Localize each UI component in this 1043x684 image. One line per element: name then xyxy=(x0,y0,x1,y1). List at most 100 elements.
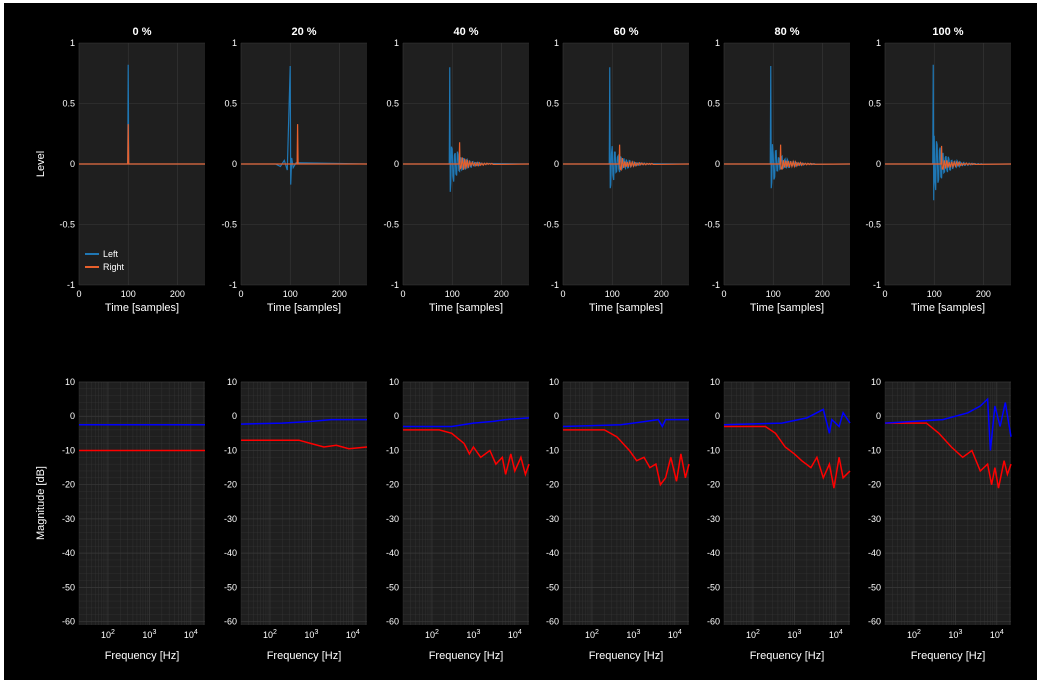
ir-xtick-label: 200 xyxy=(815,289,830,299)
left-magnitude-curve xyxy=(723,408,851,434)
ir-ytick-label: 1 xyxy=(876,38,881,48)
mag-ytick-label: 10 xyxy=(710,377,720,387)
mag-ytick-label: 0 xyxy=(70,411,75,421)
mag-ylabel: Magnitude [dB] xyxy=(35,466,47,540)
mag-xtick-label: 103 xyxy=(304,629,318,640)
panel-title: 40 % xyxy=(453,26,478,38)
ir-xtick-label: 0 xyxy=(238,289,243,299)
ir-ytick-label: 1 xyxy=(394,38,399,48)
mag-xtick-exponent: 2 xyxy=(917,629,921,636)
ir-xtick-label: 200 xyxy=(654,289,669,299)
mag-xtick-label: 103 xyxy=(466,629,480,640)
right-ir-trace xyxy=(403,142,530,171)
mag-xtick-exponent: 2 xyxy=(595,629,599,636)
mag-ytick-label: -50 xyxy=(224,582,237,592)
mag-xtick-exponent: 2 xyxy=(111,629,115,636)
mag-xtick-exponent: 2 xyxy=(273,629,277,636)
mag-axes-panel xyxy=(724,382,850,625)
ir-ytick-label: -0.5 xyxy=(865,220,881,230)
mag-ytick-label: 0 xyxy=(232,411,237,421)
mag-ytick-label: 10 xyxy=(227,377,237,387)
right-ir-trace xyxy=(241,124,367,165)
mag-ytick-label: -50 xyxy=(62,582,75,592)
mag-ytick-label: 10 xyxy=(549,377,559,387)
ir-xtick-label: 200 xyxy=(332,289,347,299)
ir-xlabel: Time [samples] xyxy=(750,302,824,314)
mag-xtick-base: 10 xyxy=(142,630,152,640)
mag-xtick-exponent: 2 xyxy=(756,629,760,636)
mag-xtick-label: 102 xyxy=(585,629,599,640)
ir-ytick-label: -1 xyxy=(229,280,237,290)
ir-ytick-label: -1 xyxy=(391,280,399,290)
mag-ytick-label: -40 xyxy=(386,548,399,558)
ir-ytick-label: 0 xyxy=(232,159,237,169)
ir-xtick-label: 200 xyxy=(494,289,509,299)
mag-ytick-label: 10 xyxy=(65,377,75,387)
left-ir-trace xyxy=(241,65,368,185)
ir-ytick-label: 0.5 xyxy=(224,99,237,109)
ir-xlabel: Time [samples] xyxy=(105,302,179,314)
mag-ytick-label: -30 xyxy=(386,514,399,524)
mag-axes-panel xyxy=(563,382,689,625)
mag-ytick-label: -40 xyxy=(62,548,75,558)
mag-ytick-label: 0 xyxy=(394,411,399,421)
ir-ytick-label: 0 xyxy=(554,159,559,169)
mag-xtick-label: 103 xyxy=(142,629,156,640)
ir-ytick-label: 0.5 xyxy=(707,99,720,109)
mag-xtick-label: 104 xyxy=(346,629,360,640)
right-magnitude-curve xyxy=(885,422,1012,489)
ir-ytick-label: -1 xyxy=(551,280,559,290)
legend-entry-label: Right xyxy=(103,262,125,272)
mag-ytick-label: -20 xyxy=(386,480,399,490)
left-magnitude-curve xyxy=(240,418,367,425)
left-magnitude-curve xyxy=(562,418,689,429)
mag-xtick-base: 10 xyxy=(508,630,518,640)
ir-xtick-label: 100 xyxy=(766,289,781,299)
ir-ylabel: Level xyxy=(35,151,47,177)
ir-ytick-label: 1 xyxy=(554,38,559,48)
mag-xtick-base: 10 xyxy=(585,630,595,640)
mag-ytick-label: -40 xyxy=(224,548,237,558)
mag-ytick-label: -20 xyxy=(62,480,75,490)
mag-xtick-base: 10 xyxy=(425,630,435,640)
mag-xtick-exponent: 4 xyxy=(678,629,682,636)
mag-axes-panel xyxy=(79,382,205,625)
mag-xtick-base: 10 xyxy=(184,630,194,640)
figure-background: 0 % 1 0.5 0 -0.5 -1 0 100 200 Time [samples] 10 0 -1… xyxy=(4,3,1037,680)
ir-ytick-label: -1 xyxy=(712,280,720,290)
mag-xtick-label: 102 xyxy=(746,629,760,640)
left-magnitude-curve xyxy=(403,417,530,428)
mag-xlabel: Frequency [Hz] xyxy=(589,650,664,662)
mag-ytick-label: -50 xyxy=(386,582,399,592)
mag-xtick-label: 102 xyxy=(907,629,921,640)
mag-xtick-base: 10 xyxy=(668,630,678,640)
right-ir-trace xyxy=(563,144,690,172)
left-ir-trace xyxy=(403,67,530,192)
ir-xtick-label: 0 xyxy=(400,289,405,299)
ir-ytick-label: 0.5 xyxy=(546,99,559,109)
ir-ytick-label: 0.5 xyxy=(386,99,399,109)
mag-ytick-label: -60 xyxy=(62,617,75,627)
mag-xtick-base: 10 xyxy=(990,630,1000,640)
mag-xlabel: Frequency [Hz] xyxy=(750,650,825,662)
ir-xlabel: Time [samples] xyxy=(267,302,341,314)
ir-ytick-label: 0 xyxy=(715,159,720,169)
mag-ytick-label: -40 xyxy=(546,548,559,558)
mag-ytick-label: -40 xyxy=(707,548,720,558)
mag-ytick-label: -50 xyxy=(868,582,881,592)
ir-xtick-label: 100 xyxy=(605,289,620,299)
mag-xtick-base: 10 xyxy=(101,630,111,640)
mag-xtick-exponent: 3 xyxy=(152,629,156,636)
mag-ytick-label: -10 xyxy=(224,445,237,455)
mag-ytick-label: -10 xyxy=(386,445,399,455)
mag-ytick-label: -30 xyxy=(868,514,881,524)
ir-ytick-label: 0.5 xyxy=(868,99,881,109)
mag-ytick-label: 0 xyxy=(876,411,881,421)
mag-xtick-label: 103 xyxy=(948,629,962,640)
ir-ytick-label: 0 xyxy=(70,159,75,169)
ir-ytick-label: -0.5 xyxy=(59,220,75,230)
ir-ytick-label: -0.5 xyxy=(543,220,559,230)
mag-xtick-exponent: 4 xyxy=(839,629,843,636)
ir-ytick-label: 1 xyxy=(70,38,75,48)
